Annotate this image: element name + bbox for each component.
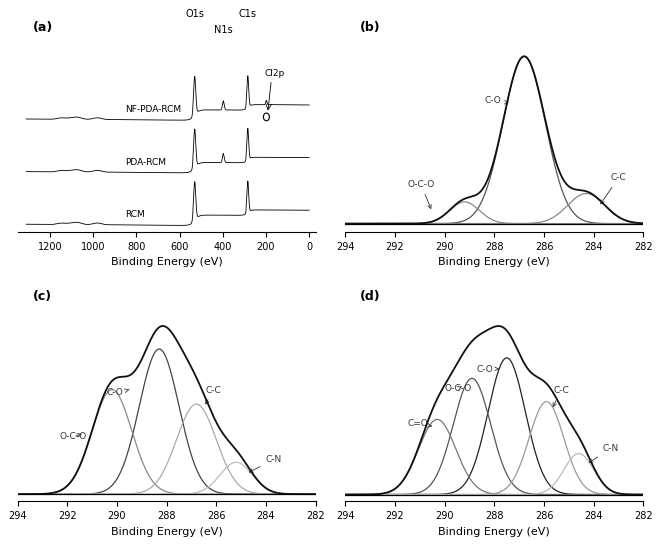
Text: C-O: C-O bbox=[485, 96, 508, 105]
Text: RCM: RCM bbox=[126, 210, 145, 219]
Text: PDA-RCM: PDA-RCM bbox=[126, 158, 167, 167]
Text: C=O: C=O bbox=[407, 419, 432, 428]
X-axis label: Binding Energy (eV): Binding Energy (eV) bbox=[438, 257, 550, 267]
Text: (b): (b) bbox=[360, 21, 381, 34]
Text: C-O: C-O bbox=[477, 365, 499, 373]
Text: C-C: C-C bbox=[601, 173, 627, 204]
Text: (d): (d) bbox=[360, 290, 381, 304]
X-axis label: Binding Energy (eV): Binding Energy (eV) bbox=[111, 526, 223, 537]
Text: NF-PDA-RCM: NF-PDA-RCM bbox=[126, 105, 182, 114]
Text: C-N: C-N bbox=[590, 444, 619, 463]
Text: (a): (a) bbox=[32, 21, 53, 34]
Text: (c): (c) bbox=[32, 290, 52, 304]
Text: O-C-O: O-C-O bbox=[59, 432, 87, 441]
Text: C-O: C-O bbox=[107, 389, 130, 397]
Text: O-C-O: O-C-O bbox=[445, 384, 472, 392]
X-axis label: Binding Energy (eV): Binding Energy (eV) bbox=[111, 257, 223, 267]
Text: Cl2p: Cl2p bbox=[264, 69, 285, 77]
Text: O-C-O: O-C-O bbox=[407, 180, 435, 209]
Text: C-C: C-C bbox=[206, 385, 221, 404]
Text: O1s: O1s bbox=[185, 9, 204, 19]
Text: C1s: C1s bbox=[239, 9, 257, 19]
X-axis label: Binding Energy (eV): Binding Energy (eV) bbox=[438, 526, 550, 537]
Text: C-N: C-N bbox=[249, 455, 282, 472]
Text: N1s: N1s bbox=[214, 26, 233, 35]
Text: C-C: C-C bbox=[553, 386, 569, 407]
